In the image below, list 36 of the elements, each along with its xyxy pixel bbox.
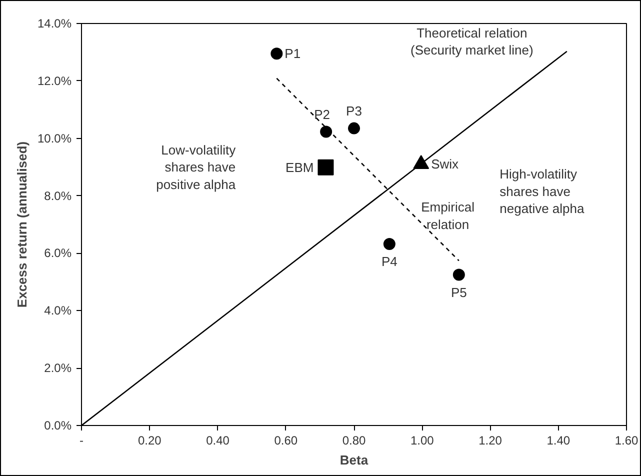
y-tick-label: 8.0% [44,188,72,203]
x-tick-label: 1.60 [614,434,639,448]
series-label: Empirical relation [421,200,475,232]
x-tick-label: 0.60 [274,434,298,448]
series-label: P1 [284,46,301,62]
x-tick-label: 1.20 [478,434,502,448]
y-tick-label: 10.0% [37,131,72,146]
x-tick-label: - [80,434,84,448]
y-axis-title: Excess return (annualised) [14,141,30,308]
x-axis-title: Beta [340,452,369,468]
annotation: High-volatility shares have negative alpha [500,166,585,216]
point [348,122,360,134]
series-label: P5 [450,284,467,300]
series-label: EBM [286,160,314,175]
series-label: P3 [346,103,362,118]
x-tick-label: 0.20 [138,434,162,448]
point [383,238,396,250]
y-tick-label: 0.0% [44,418,72,432]
point [320,126,332,138]
series-label: Theoretical relation (Security market line) [410,25,534,58]
x-tick-label: 1.40 [546,434,570,448]
annotation: Low-volatility shares have positive alpha [156,142,236,192]
series-label: Swix [431,156,460,172]
y-tick-label: 2.0% [44,361,72,376]
y-tick-label: 6.0% [44,246,72,260]
series-label: P2 [314,106,330,122]
point [452,268,465,281]
y-tick-label: 14.0% [37,16,72,30]
point [318,159,334,176]
y-tick-label: 4.0% [44,304,72,318]
y-tick-label: 12.0% [37,74,72,88]
series-label: P4 [381,254,398,270]
point [270,48,283,60]
x-tick-label: 0.40 [206,434,230,448]
x-tick-label: 0.80 [342,434,366,448]
x-tick-label: 1.00 [410,434,434,448]
